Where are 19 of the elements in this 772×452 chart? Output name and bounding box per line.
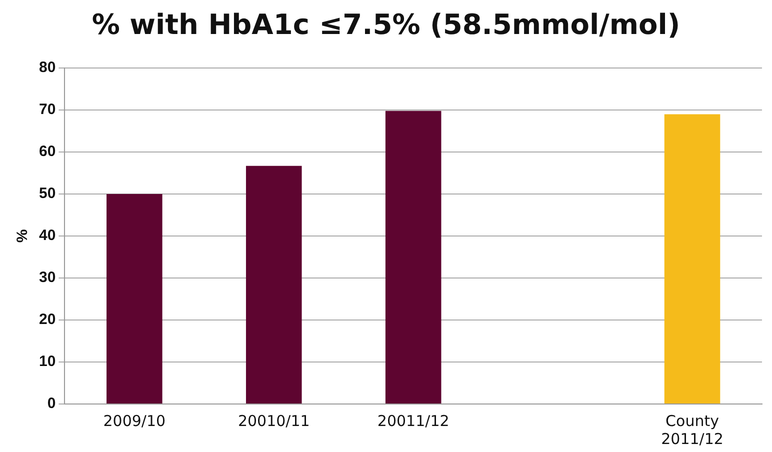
y-tick-label: 30 — [38, 269, 56, 286]
y-tick-label: 60 — [38, 143, 56, 160]
y-tick-label: 80 — [38, 59, 56, 76]
y-tick-label: 50 — [38, 185, 56, 202]
x-tick-label: 2009/10 — [103, 412, 166, 430]
y-tick-label: 0 — [47, 395, 56, 412]
bar — [246, 166, 302, 404]
bar — [385, 110, 442, 404]
y-tick-label: 70 — [38, 101, 56, 118]
y-tick-label: 40 — [38, 227, 56, 244]
x-tick-label: County 2011/12 — [661, 412, 724, 448]
y-tick-label: 20 — [38, 311, 56, 328]
bar — [106, 194, 162, 404]
x-tick-label: 20011/12 — [377, 412, 450, 430]
y-axis-title: % — [14, 229, 32, 243]
chart-title: % with HbA1c ≤7.5% (58.5mmol/mol) — [90, 8, 682, 41]
bar — [664, 114, 720, 404]
x-tick-label: 20010/11 — [238, 412, 310, 430]
y-tick-label: 10 — [38, 353, 56, 370]
